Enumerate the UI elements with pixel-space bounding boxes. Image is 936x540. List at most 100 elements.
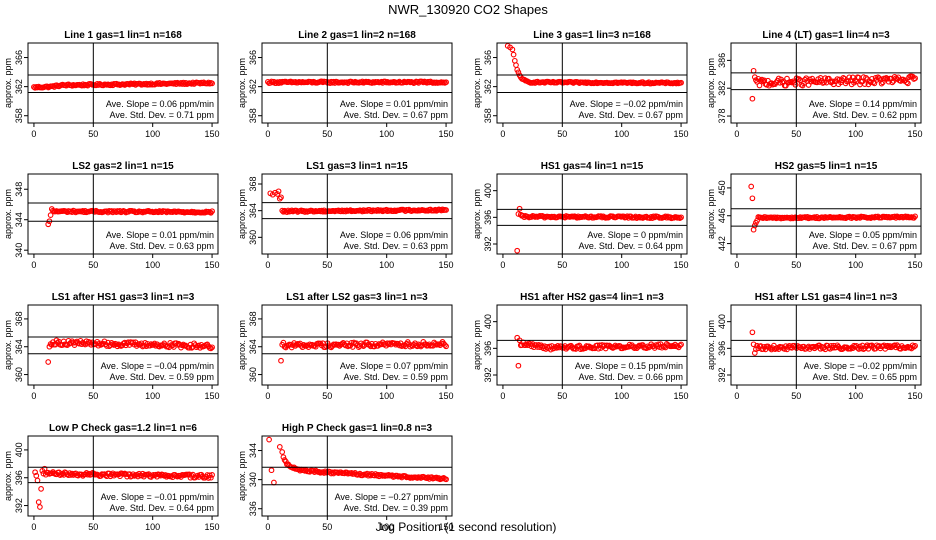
y-axis-label: approx. ppm: [237, 189, 247, 239]
x-tick-label: 0: [500, 129, 505, 139]
y-tick-label: 358: [248, 108, 258, 123]
plot-frame: [27, 173, 219, 255]
y-axis-label: approx. ppm: [3, 320, 13, 370]
x-tick-label: 100: [614, 260, 629, 270]
y-tick-label: 400: [14, 442, 24, 457]
y-tick-label: 364: [248, 203, 258, 218]
y-tick-label: 450: [717, 180, 727, 195]
data-point: [47, 212, 54, 218]
x-tick-label: 50: [557, 260, 567, 270]
x-tick-label: 100: [145, 522, 160, 532]
data-points: [32, 465, 215, 510]
data-point: [905, 80, 911, 87]
data-points: [748, 183, 918, 233]
data-point: [750, 67, 757, 74]
data-point: [208, 474, 214, 481]
data-point: [861, 81, 868, 87]
panel: LS1 after LS2 gas=3 lin=1 n=3 0 50 100 150 36…: [237, 292, 454, 401]
data-point: [655, 341, 662, 348]
data-point: [858, 345, 865, 352]
y-tick-label: 442: [717, 236, 727, 251]
data-points: [504, 43, 684, 87]
panel-title: High P Check gas=1 lin=0.8 n=3: [282, 423, 433, 434]
x-tick-label: 100: [614, 391, 629, 401]
data-point: [814, 79, 820, 86]
data-point: [912, 213, 918, 220]
data-point: [342, 208, 349, 215]
data-point: [69, 470, 75, 477]
x-tick-label: 50: [791, 260, 801, 270]
y-tick-label: 368: [14, 311, 24, 326]
figure-x-axis-label: Jog Position (1 second resolution): [376, 520, 557, 534]
data-point: [205, 475, 212, 481]
x-tick-label: 150: [205, 391, 220, 401]
data-point: [443, 207, 449, 213]
x-tick-label: 150: [439, 391, 454, 401]
data-point: [38, 486, 44, 492]
y-axis-label: approx. ppm: [237, 58, 247, 108]
x-tick-label: 0: [265, 522, 270, 532]
data-point: [757, 77, 764, 84]
plot-frame: [730, 173, 922, 255]
data-points: [278, 339, 449, 364]
y-tick-label: 366: [483, 50, 493, 65]
data-point: [276, 444, 283, 450]
data-point: [101, 338, 108, 345]
x-tick-label: 50: [322, 260, 332, 270]
data-points: [749, 329, 918, 356]
panel: LS1 gas=3 lin=1 n=15 0 50 100 150 360 364 368ap…: [237, 161, 454, 270]
data-point: [863, 74, 869, 81]
data-point: [274, 191, 281, 197]
data-point: [751, 222, 758, 229]
y-tick-label: 368: [248, 176, 258, 191]
data-point: [366, 471, 373, 477]
figure-title: NWR_130920 CO2 Shapes: [388, 2, 548, 17]
data-points: [265, 78, 449, 86]
y-tick-label: 364: [248, 339, 258, 354]
panel-title: HS1 after LS1 gas=4 lin=1 n=3: [755, 292, 898, 303]
slope-annotation: Ave. Slope = −0.01 ppm/min: [101, 492, 214, 502]
y-tick-label: 368: [248, 311, 258, 326]
stddev-annotation: Ave. Std. Dev. = 0.64 ppm: [110, 503, 214, 513]
y-tick-label: 348: [14, 182, 24, 197]
data-point: [391, 340, 398, 347]
data-point: [279, 449, 286, 455]
data-point: [912, 75, 918, 82]
slope-annotation: Ave. Slope = 0 ppm/min: [587, 230, 683, 240]
y-tick-label: 358: [14, 108, 24, 123]
x-tick-label: 50: [322, 129, 332, 139]
data-point: [40, 470, 47, 477]
stddev-annotation: Ave. Std. Dev. = 0.63 ppm: [344, 241, 448, 251]
data-point: [281, 343, 288, 350]
data-point: [282, 458, 289, 465]
y-tick-label: 396: [14, 470, 24, 485]
data-point: [37, 504, 43, 510]
data-point: [276, 195, 283, 202]
data-point: [678, 341, 684, 348]
data-point: [749, 329, 756, 336]
data-point: [392, 341, 399, 348]
x-tick-label: 150: [908, 260, 923, 270]
data-point: [359, 342, 366, 348]
panel-title: LS1 gas=3 lin=1 n=15: [306, 161, 408, 172]
panel-title: LS1 after HS1 gas=3 lin=1 n=3: [52, 292, 195, 303]
y-tick-label: 396: [717, 341, 727, 356]
slope-annotation: Ave. Slope = 0.05 ppm/min: [809, 230, 917, 240]
stddev-annotation: Ave. Std. Dev. = 0.66 ppm: [579, 372, 683, 382]
plot-frame: [261, 173, 453, 255]
slope-annotation: Ave. Slope = 0.15 ppm/min: [575, 361, 683, 371]
x-tick-label: 50: [88, 391, 98, 401]
data-point: [351, 339, 357, 346]
y-axis-label: approx. ppm: [237, 451, 247, 501]
data-point: [513, 62, 519, 68]
data-point: [209, 472, 215, 478]
data-point: [209, 208, 215, 215]
x-tick-label: 0: [265, 129, 270, 139]
data-point: [846, 74, 853, 81]
data-point: [443, 79, 449, 86]
x-tick-label: 150: [205, 260, 220, 270]
x-tick-label: 150: [439, 522, 454, 532]
y-tick-label: 358: [483, 108, 493, 123]
x-tick-label: 50: [88, 129, 98, 139]
x-tick-label: 150: [205, 522, 220, 532]
